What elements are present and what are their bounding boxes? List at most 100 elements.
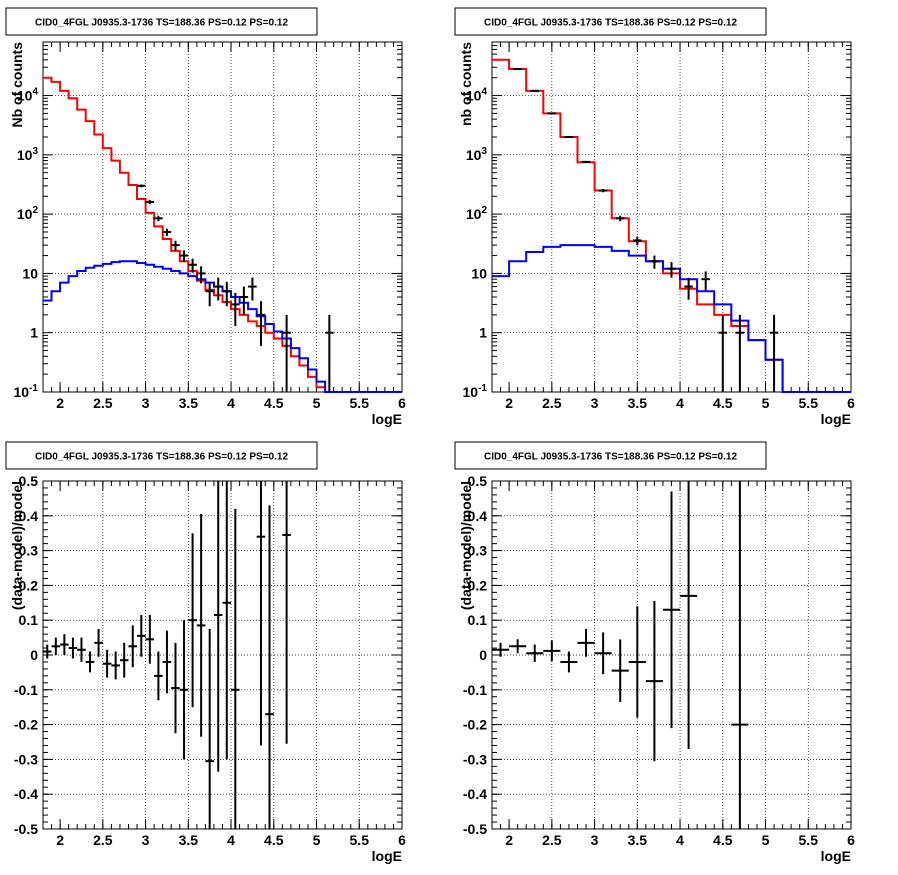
chart-title-box: CID0_4FGL J0935.3-1736 TS=188.36 PS=0.12…: [454, 441, 767, 470]
x-tick-label: 2: [56, 395, 64, 411]
y-tick-label: 10: [22, 265, 38, 281]
x-tick-label: 2: [505, 832, 513, 848]
data-point: [650, 255, 659, 269]
y-tick-label: -0.1: [14, 682, 38, 698]
y-axis-title: (data-model)/model: [458, 481, 474, 610]
x-tick-label: 5.5: [799, 395, 819, 411]
data-point: [239, 286, 249, 315]
x-tick-label: 5: [762, 395, 770, 411]
x-tick-label: 3.5: [179, 395, 199, 411]
y-axis-title: nb of counts: [458, 42, 474, 126]
plot-area: [42, 41, 403, 393]
y-tick-label: 0.3: [19, 543, 39, 559]
x-tick-label: 3: [591, 832, 599, 848]
y-tick-label: 0.4: [468, 508, 488, 524]
y-tick-label: 10-1: [14, 383, 39, 400]
x-axis-title: logE: [821, 411, 851, 427]
data-point: [256, 301, 266, 346]
data-point: [222, 481, 232, 760]
data-point: [662, 491, 681, 729]
data-point: [282, 481, 291, 744]
y-tick-label: -0.5: [14, 821, 38, 837]
data-point: [128, 625, 138, 668]
x-tick-label: 5.5: [799, 832, 819, 848]
plot-area: [42, 480, 403, 830]
data-point: [119, 642, 129, 678]
y-tick-label: 0.2: [19, 577, 39, 593]
y-tick-label: 10: [471, 265, 487, 281]
y-tick-label: 104: [466, 87, 488, 104]
chart-title-box: CID0_4FGL J0935.3-1736 TS=188.36 PS=0.12…: [454, 7, 767, 36]
data-point: [667, 262, 676, 278]
x-tick-label: 4: [227, 832, 235, 848]
data-point: [94, 628, 103, 657]
data-point: [325, 314, 334, 392]
data-point: [51, 637, 61, 655]
y-tick-label: 10-1: [463, 383, 488, 400]
x-tick-label: 4.5: [713, 832, 733, 848]
y-tick-label: 102: [17, 205, 39, 222]
data-point: [213, 277, 223, 301]
data-point: [735, 314, 745, 392]
y-tick-label: 103: [466, 146, 488, 163]
data-point: [85, 651, 95, 673]
plot-area: [491, 41, 852, 393]
data-point: [162, 228, 172, 236]
data-point: [43, 644, 52, 659]
x-tick-label: 5.5: [350, 395, 370, 411]
series-2-step-line: [492, 244, 851, 393]
x-tick-label: 5: [313, 832, 321, 848]
y-tick-label: -0.1: [463, 682, 487, 698]
data-point: [509, 639, 527, 654]
data-point: [594, 632, 612, 675]
data-point: [256, 481, 266, 746]
x-tick-label: 6: [398, 395, 406, 411]
x-tick-label: 3.5: [628, 832, 648, 848]
data-point: [162, 630, 172, 694]
y-tick-label: 0: [479, 647, 487, 663]
data-point: [213, 481, 223, 772]
data-point: [560, 651, 578, 673]
y-tick-label: -0.4: [463, 786, 487, 802]
data-point: [60, 634, 69, 655]
x-tick-label: 2: [56, 832, 64, 848]
data-point: [564, 135, 574, 138]
x-tick-label: 5: [313, 395, 321, 411]
data-point: [633, 236, 642, 246]
data-point: [102, 649, 112, 678]
data-point: [137, 184, 146, 188]
data-point: [628, 606, 646, 718]
data-point: [231, 292, 240, 326]
x-tick-label: 2: [505, 395, 513, 411]
data-point: [205, 281, 214, 307]
x-tick-label: 4.5: [264, 395, 284, 411]
chart-panel-1: CID0_4FGL J0935.3-1736 TS=188.36 PS=0.12…: [5, 7, 406, 427]
y-axis-title: (data-model)/model: [9, 481, 25, 610]
data-point: [196, 266, 206, 284]
y-tick-label: 104: [17, 87, 39, 104]
y-tick-label: 103: [17, 146, 39, 163]
x-tick-label: 4.5: [264, 832, 284, 848]
y-tick-label: -0.3: [14, 751, 38, 767]
y-tick-label: -0.5: [463, 821, 487, 837]
data-point: [145, 200, 155, 205]
data-point: [282, 314, 291, 392]
y-tick-label: 0.3: [468, 543, 488, 559]
x-tick-label: 6: [847, 832, 855, 848]
data-point: [196, 514, 206, 737]
data-point: [769, 314, 779, 392]
data-point: [222, 281, 232, 307]
title-box-frame: [5, 441, 318, 470]
data-point: [145, 614, 155, 664]
x-axis-title: logE: [372, 411, 402, 427]
chart-title-box: CID0_4FGL J0935.3-1736 TS=188.36 PS=0.12…: [5, 7, 318, 36]
data-point: [492, 642, 510, 657]
y-tick-label: 0.5: [468, 473, 488, 489]
data-point: [265, 505, 274, 829]
y-tick-label: 1: [479, 325, 487, 341]
chart-panel-3: CID0_4FGL J0935.3-1736 TS=188.36 PS=0.12…: [5, 441, 406, 864]
data-point: [577, 628, 595, 657]
y-tick-label: 0.1: [468, 612, 488, 628]
data-point: [179, 250, 189, 263]
data-point: [543, 640, 561, 662]
